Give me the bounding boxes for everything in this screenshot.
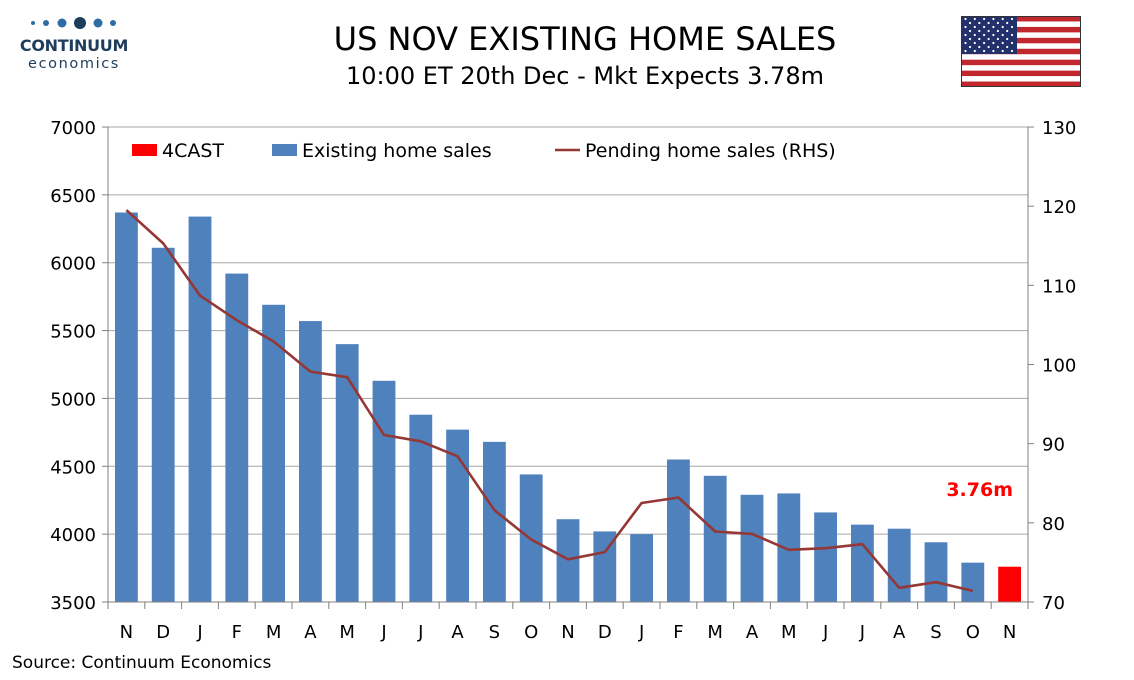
existing-home-sales-bar [409,414,433,602]
existing-home-sales-bar [188,216,212,603]
x-axis-tick-label: M [266,622,282,643]
x-axis-tick-label: J [822,622,828,643]
bars [114,212,1022,603]
x-axis-tick-label: J [859,622,865,643]
existing-home-sales-bar [666,459,690,602]
legend-label: Pending home sales (RHS) [585,140,836,162]
left-axis-tick-label: 6000 [50,254,96,275]
x-axis-tick-label: D [598,622,612,643]
x-axis-tick-label: M [781,622,797,643]
existing-home-sales-bar [482,441,506,602]
right-axis-tick-label: 110 [1042,276,1076,297]
existing-home-sales-bar [630,534,654,602]
x-axis-tick-label: N [1003,622,1016,643]
left-axis-tick-label: 4000 [50,525,96,546]
x-axis-tick-label: O [966,622,980,643]
left-axis-tick-label: 5000 [50,389,96,410]
x-axis-tick-label: J [417,622,423,643]
x-axis-tick-label: J [380,622,386,643]
x-axis-tick-label: A [304,622,317,643]
x-axis-tick-label: F [673,622,683,643]
right-axis-tick-label: 70 [1042,593,1065,614]
source-note: Source: Continuum Economics [12,653,272,673]
existing-home-sales-bar [446,429,470,602]
x-axis-tick-label: M [339,622,355,643]
existing-home-sales-bar [372,380,396,602]
existing-home-sales-bar [887,528,911,602]
left-axis-tick-label: 4500 [50,457,96,478]
forecast-bar [998,566,1022,602]
x-axis-tick-label: M [707,622,723,643]
legend: 4CAST Existing home sales Pending home sal… [132,140,836,162]
right-axis-tick-label: 120 [1042,197,1076,218]
x-axis-tick-label: N [561,622,574,643]
existing-home-sales-bar [814,512,838,602]
existing-home-sales-bar [961,562,985,602]
existing-home-sales-bar [556,519,580,602]
logo-subtitle: economics [28,56,120,72]
existing-home-sales-bar [593,531,617,602]
existing-home-sales-bar [777,493,801,602]
existing-home-sales-bar [740,494,764,602]
left-axis-tick-label: 6500 [50,186,96,207]
right-axis-tick-label: 90 [1042,435,1065,456]
legend-label: Existing home sales [302,140,492,162]
x-axis-tick-label: A [893,622,906,643]
existing-home-sales-bar [335,344,359,602]
existing-home-sales-bar [262,304,286,602]
existing-home-sales-bar [298,321,322,602]
forecast-annotation: 3.76m [946,479,1013,501]
left-axis-tick-label: 7000 [50,118,96,139]
x-axis-tick-label: F [232,622,242,643]
existing-home-sales-bar [151,247,175,603]
legend-swatch [272,144,297,156]
us-flag-icon [961,16,1081,87]
axes: 3500 4000 4500 5000 5500 6000 6500 7000 70 80 90 10… [50,118,1076,643]
existing-home-sales-bar [114,212,138,602]
x-axis-tick-label: J [196,622,202,643]
existing-home-sales-bar [924,542,948,602]
logo-dots-icon [31,17,116,29]
x-axis-tick-label: A [746,622,759,643]
chart-subtitle: 10:00 ET 20th Dec - Mkt Expects 3.78m [346,62,824,90]
pending-home-sales-polyline [125,209,974,593]
x-axis-tick-label: S [930,622,941,643]
left-axis-tick-label: 3500 [50,593,96,614]
legend-label: 4CAST [162,140,224,162]
x-axis-tick-label: S [489,622,500,643]
left-axis-tick-label: 5500 [50,322,96,343]
legend-swatch [132,144,157,156]
annotations: 3.76m [946,479,1013,501]
x-axis-tick-label: O [524,622,538,643]
pending-home-sales-line [125,209,974,593]
existing-home-sales-bar [703,475,727,602]
logo-name: CONTINUUM [19,36,129,55]
existing-home-sales-bar [225,273,249,602]
x-axis-tick-label: J [638,622,644,643]
chart-title: US NOV EXISTING HOME SALES [333,20,837,58]
right-axis-tick-label: 80 [1042,514,1065,535]
right-axis-tick-label: 100 [1042,356,1076,377]
x-axis-tick-label: D [156,622,170,643]
existing-home-sales-bar [850,524,874,602]
x-axis-tick-label: A [451,622,464,643]
continuum-logo: CONTINUUM economics [14,14,134,76]
right-axis-tick-label: 130 [1042,118,1076,139]
x-axis-tick-label: N [120,622,133,643]
